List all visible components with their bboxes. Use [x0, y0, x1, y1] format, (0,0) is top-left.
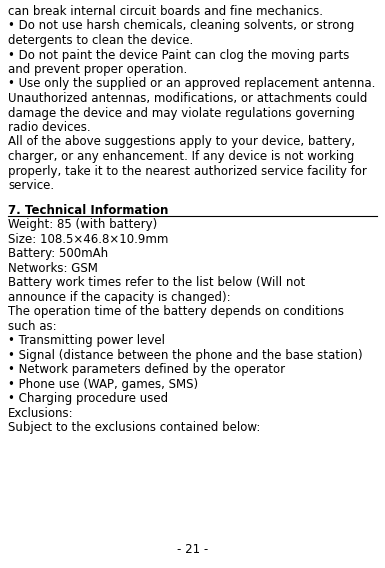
- Text: radio devices.: radio devices.: [8, 121, 90, 134]
- Text: - 21 -: - 21 -: [177, 543, 208, 556]
- Text: damage the device and may violate regulations governing: damage the device and may violate regula…: [8, 107, 355, 119]
- Text: The operation time of the battery depends on conditions: The operation time of the battery depend…: [8, 305, 344, 318]
- Text: Battery: 500mAh: Battery: 500mAh: [8, 247, 108, 260]
- Text: • Transmitting power level: • Transmitting power level: [8, 334, 165, 347]
- Text: service.: service.: [8, 179, 54, 192]
- Text: Size: 108.5×46.8×10.9mm: Size: 108.5×46.8×10.9mm: [8, 233, 168, 245]
- Text: announce if the capacity is changed):: announce if the capacity is changed):: [8, 291, 231, 304]
- Text: detergents to clean the device.: detergents to clean the device.: [8, 34, 193, 47]
- Text: 7. Technical Information: 7. Technical Information: [8, 204, 168, 216]
- Text: Exclusions:: Exclusions:: [8, 407, 74, 420]
- Text: can break internal circuit boards and fine mechanics.: can break internal circuit boards and fi…: [8, 5, 323, 18]
- Text: charger, or any enhancement. If any device is not working: charger, or any enhancement. If any devi…: [8, 150, 354, 163]
- Text: • Use only the supplied or an approved replacement antenna.: • Use only the supplied or an approved r…: [8, 77, 375, 90]
- Text: All of the above suggestions apply to your device, battery,: All of the above suggestions apply to yo…: [8, 136, 355, 148]
- Text: Subject to the exclusions contained below:: Subject to the exclusions contained belo…: [8, 421, 260, 434]
- Text: such as:: such as:: [8, 320, 57, 333]
- Text: properly, take it to the nearest authorized service facility for: properly, take it to the nearest authori…: [8, 165, 367, 177]
- Text: • Do not use harsh chemicals, cleaning solvents, or strong: • Do not use harsh chemicals, cleaning s…: [8, 19, 354, 32]
- Text: • Charging procedure used: • Charging procedure used: [8, 392, 168, 405]
- Text: • Network parameters defined by the operator: • Network parameters defined by the oper…: [8, 363, 285, 376]
- Text: Weight: 85 (with battery): Weight: 85 (with battery): [8, 218, 157, 231]
- Text: • Signal (distance between the phone and the base station): • Signal (distance between the phone and…: [8, 349, 363, 362]
- Text: and prevent proper operation.: and prevent proper operation.: [8, 63, 187, 76]
- Text: • Phone use (WAP, games, SMS): • Phone use (WAP, games, SMS): [8, 378, 198, 391]
- Text: • Do not paint the device Paint can clog the moving parts: • Do not paint the device Paint can clog…: [8, 48, 349, 61]
- Text: Unauthorized antennas, modifications, or attachments could: Unauthorized antennas, modifications, or…: [8, 92, 367, 105]
- Text: Networks: GSM: Networks: GSM: [8, 262, 98, 275]
- Text: Battery work times refer to the list below (Will not: Battery work times refer to the list bel…: [8, 276, 305, 289]
